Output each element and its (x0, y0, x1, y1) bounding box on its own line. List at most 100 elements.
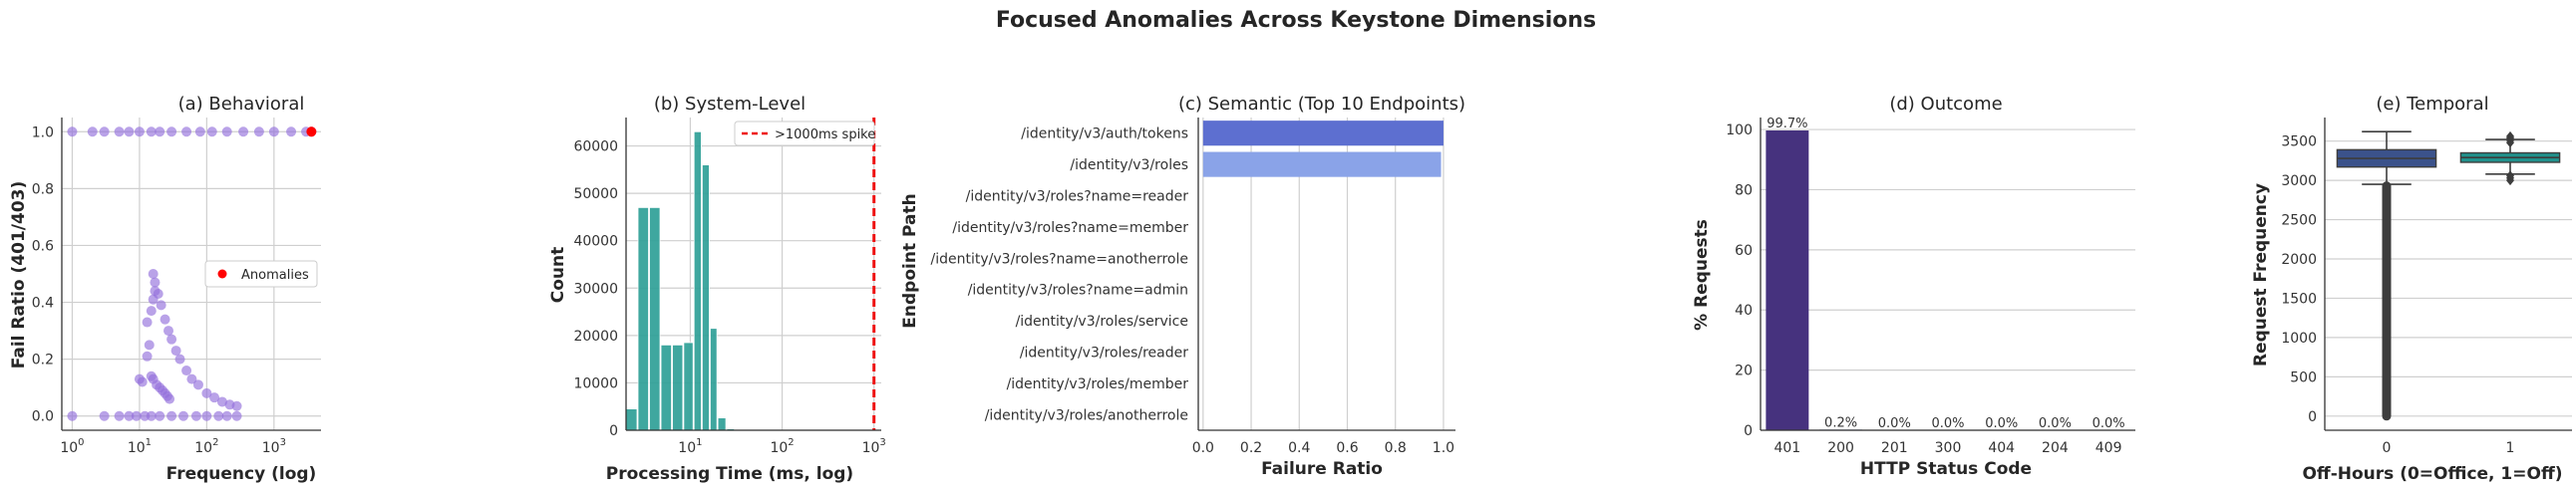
panel-b-histogram-bar (649, 206, 661, 431)
panel-e-outlier-point (2506, 130, 2514, 141)
panel-b-x-tick-base: 10 (770, 440, 788, 456)
panel-d-x-tick: 201 (1881, 440, 1908, 456)
panel-a-x-tick: 103 (262, 437, 286, 456)
panel-b-histogram-bar (672, 344, 684, 431)
panel-c-xlabel: Failure Ratio (1261, 459, 1383, 479)
panel-b-legend: >1000ms spike (734, 121, 875, 146)
panel-a-point (181, 126, 192, 137)
panel-c-category-label: /identity/v3/roles/member (1007, 376, 1189, 392)
panel-a-point (231, 410, 242, 421)
panel-b-legend-box (734, 121, 875, 146)
panel-a-x-tick-exp: 0 (78, 437, 84, 448)
panel-c-category-label: /identity/v3/roles?name=admin (968, 283, 1188, 299)
panel-a-point (114, 126, 125, 137)
panel-a-x-tick: 101 (128, 437, 152, 456)
panel-e-x-tick: 0 (2383, 440, 2392, 456)
panel-d-title: (d) Outcome (1889, 94, 2002, 115)
panel-b-y-tick: 40000 (573, 234, 618, 250)
panel-a-ylabel: Fail Ratio (401/403) (9, 181, 29, 369)
panel-a-point (231, 400, 242, 411)
panel-d-ylabel: % Requests (1692, 219, 1712, 331)
panel-a-point (170, 346, 181, 357)
panel-a-point (206, 126, 217, 137)
panel-a-point (148, 269, 159, 279)
panel-a-point (238, 126, 249, 137)
panel-a-y-tick: 1.0 (32, 124, 54, 140)
panel-a-point (177, 410, 188, 421)
panel-a-point (201, 387, 212, 398)
panel-a-point (166, 126, 177, 137)
panel-c-bar (1202, 151, 1442, 177)
panel-b-histogram-bar (693, 130, 702, 431)
panel-b-histogram-bar (710, 328, 718, 431)
figure-title: Focused Anomalies Across Keystone Dimens… (996, 8, 1596, 33)
panel-b-x-tick: 101 (678, 437, 702, 456)
panel-b-y-tick: 0 (609, 423, 618, 439)
panel-c-x-tick: 0.4 (1288, 440, 1310, 456)
panel-a-legend-box (204, 260, 318, 288)
panel-a-point (209, 392, 220, 403)
panel-b-x-tick: 103 (862, 437, 886, 456)
panel-a-point (201, 410, 212, 421)
panel-d-data-label: 0.0% (2093, 416, 2125, 431)
panel-b-x-tick-base: 10 (678, 440, 696, 456)
panel-c-category-label: /identity/v3/roles?name=member (952, 220, 1188, 236)
panel-a-point (174, 354, 185, 365)
panel-a-point (213, 410, 224, 421)
panel-a-point (146, 370, 157, 381)
panel-d-data-label: 0.0% (1985, 416, 2018, 431)
panel-c-category-label: /identity/v3/roles?name=anotherrole (931, 251, 1188, 267)
panel-c-category-label: /identity/v3/roles?name=reader (966, 189, 1189, 205)
panel-c-ylabel: Endpoint Path (900, 193, 920, 328)
panel-a-x-tick-base: 10 (194, 440, 212, 456)
panel-semantic: (c) Semantic (Top 10 Endpoints) Failure … (900, 94, 1465, 479)
panel-a-xlabel: Frequency (log) (166, 464, 317, 484)
panel-a-point (134, 126, 145, 137)
panel-a-legend-label: Anomalies (241, 268, 309, 283)
panel-c-x-tick: 1.0 (1433, 440, 1454, 456)
panel-b-histogram-bar (660, 344, 672, 431)
panel-b-x-tick: 102 (770, 437, 794, 456)
panel-e-y-tick: 3000 (2281, 173, 2317, 189)
panel-a-point (286, 126, 297, 137)
panel-a-point (99, 126, 110, 137)
panel-b-xlabel: Processing Time (ms, log) (606, 464, 853, 484)
panel-b-x-tick-exp: 1 (696, 437, 702, 448)
panel-a-x-tick-exp: 3 (280, 437, 286, 448)
panel-b-y-tick: 50000 (573, 186, 618, 202)
panel-temporal: (e) Temporal Off-Hours (0=Office, 1=Off)… (2251, 94, 2572, 484)
panel-e-y-tick: 500 (2290, 369, 2317, 385)
panel-a-point (155, 126, 165, 137)
panel-a-point (67, 410, 78, 421)
panel-a-legend: Anomalies (204, 260, 318, 288)
panel-e-x-tick: 1 (2506, 440, 2515, 456)
panel-a-point (186, 373, 197, 384)
panel-d-y-tick: 60 (1735, 243, 1753, 259)
panel-a-point (163, 326, 174, 337)
panel-e-y-tick: 1000 (2281, 331, 2317, 347)
panel-a-point (142, 351, 153, 362)
panel-d-xlabel: HTTP Status Code (1860, 459, 2032, 479)
panel-e-y-tick: 1500 (2281, 291, 2317, 307)
panel-c-category-label: /identity/v3/roles/reader (1020, 346, 1188, 362)
panel-a-x-tick-exp: 2 (212, 437, 218, 448)
panel-a-point (164, 393, 175, 404)
panel-a-point (124, 410, 135, 421)
panel-a-point (221, 410, 232, 421)
panel-a-point (99, 410, 110, 421)
panel-c-bar (1202, 121, 1444, 146)
panel-b-histogram-bar (683, 342, 694, 431)
panel-d-x-tick: 404 (1988, 440, 2015, 456)
panel-c-x-tick: 0.8 (1385, 440, 1407, 456)
panel-a-point (146, 126, 157, 137)
panel-a-point (190, 410, 201, 421)
panel-d-data-label: 0.0% (2039, 416, 2072, 431)
panel-a-point (216, 396, 227, 407)
panel-a-point (156, 300, 166, 311)
panel-a-x-tick-base: 10 (262, 440, 280, 456)
panel-e-y-tick: 2500 (2281, 213, 2317, 229)
panel-a-point (137, 376, 148, 387)
panel-e-y-tick: 3500 (2281, 134, 2317, 150)
panel-b-x-tick-base: 10 (862, 440, 880, 456)
